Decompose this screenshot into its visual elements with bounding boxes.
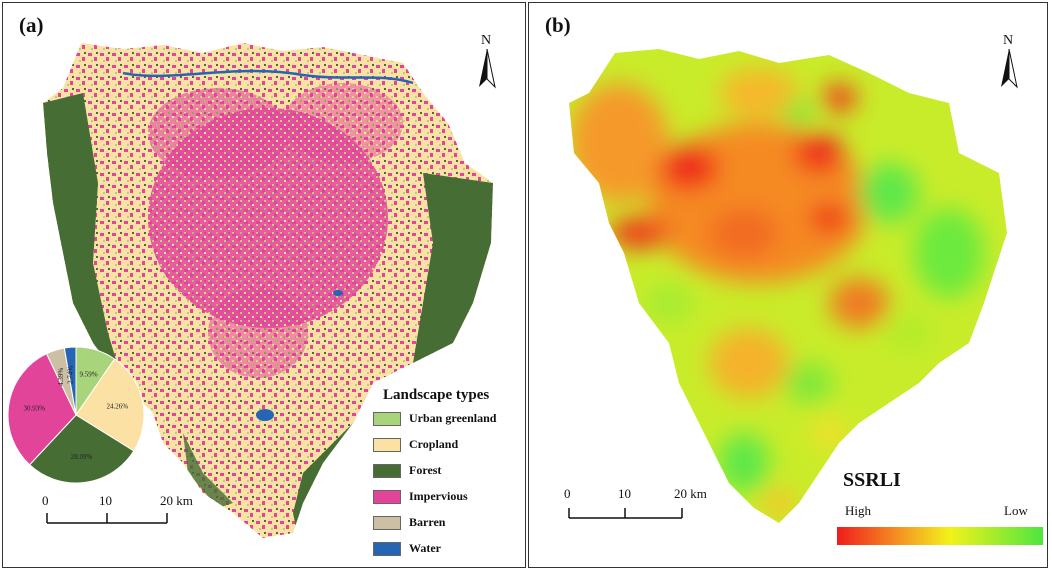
legend-item: Barren xyxy=(373,515,445,530)
pie-label: 4.39% xyxy=(57,368,65,386)
legend-item: Forest xyxy=(373,463,441,478)
legend-item: Water xyxy=(373,541,441,556)
north-arrow: N xyxy=(475,33,499,89)
ssrli-map-panel: (b) N SSRLI High Low 0 10 20 km xyxy=(528,2,1048,568)
scale-tick-20: 20 km xyxy=(674,486,707,501)
scale-bar-line xyxy=(568,508,683,519)
pie-label: 24.26% xyxy=(106,402,128,410)
scale-tick-0: 0 xyxy=(564,486,571,501)
color-ramp xyxy=(837,527,1043,545)
ssrli-title: SSRLI xyxy=(843,469,901,491)
scale-bar-line xyxy=(46,513,168,524)
pie-label: 30.93% xyxy=(24,405,46,413)
ramp-low-label: Low xyxy=(1004,503,1028,518)
land-proportion-pie: 9.59% 24.26% 28.09% 30.93% 4.39% 2.74% xyxy=(7,346,145,484)
legend-label: Forest xyxy=(409,463,442,477)
pie-slice xyxy=(75,358,145,452)
legend-label: Urban greenland xyxy=(409,411,497,425)
scale-tick-10: 10 xyxy=(99,493,112,508)
legend-label: Cropland xyxy=(409,437,459,451)
legend-swatch xyxy=(373,515,401,530)
pie-label: 2.74% xyxy=(66,366,74,384)
pie-slice xyxy=(63,346,77,416)
north-arrow-icon xyxy=(479,49,496,89)
legend-label: Water xyxy=(409,541,441,555)
panel-a-label: (a) xyxy=(19,13,44,37)
panel-b-label: (b) xyxy=(545,13,571,37)
ssrli-map-svg xyxy=(569,49,1043,545)
legend-swatch xyxy=(373,463,401,478)
north-arrow-b: N xyxy=(997,33,1021,89)
landscape-map-panel: (a) N 9.59% 24.26% 28.09% 30.93% 4.39% 2.74% … xyxy=(2,2,526,568)
north-arrow-icon xyxy=(1001,49,1018,89)
north-label: N xyxy=(481,33,492,48)
legend-item: Urban greenland xyxy=(373,411,496,426)
legend-item: Cropland xyxy=(373,437,458,452)
pie-slice xyxy=(28,414,135,484)
legend-title: Landscape types xyxy=(383,387,490,403)
legend-label: Barren xyxy=(409,515,446,529)
pie-label: 9.59% xyxy=(79,371,97,379)
pie-slice xyxy=(7,353,77,466)
legend-swatch xyxy=(373,489,401,504)
scale-tick-10: 10 xyxy=(618,486,631,501)
legend-swatch xyxy=(373,437,401,452)
scale-tick-20: 20 km xyxy=(160,493,193,508)
legend-label: Impervious xyxy=(409,489,468,503)
pie-label: 28.09% xyxy=(71,453,93,461)
legend-swatch xyxy=(373,411,401,426)
legend-item: Impervious xyxy=(373,489,468,504)
north-label-b: N xyxy=(1003,33,1014,48)
scale-tick-0: 0 xyxy=(42,493,49,508)
legend-swatch xyxy=(373,541,401,556)
ramp-high-label: High xyxy=(845,503,871,518)
